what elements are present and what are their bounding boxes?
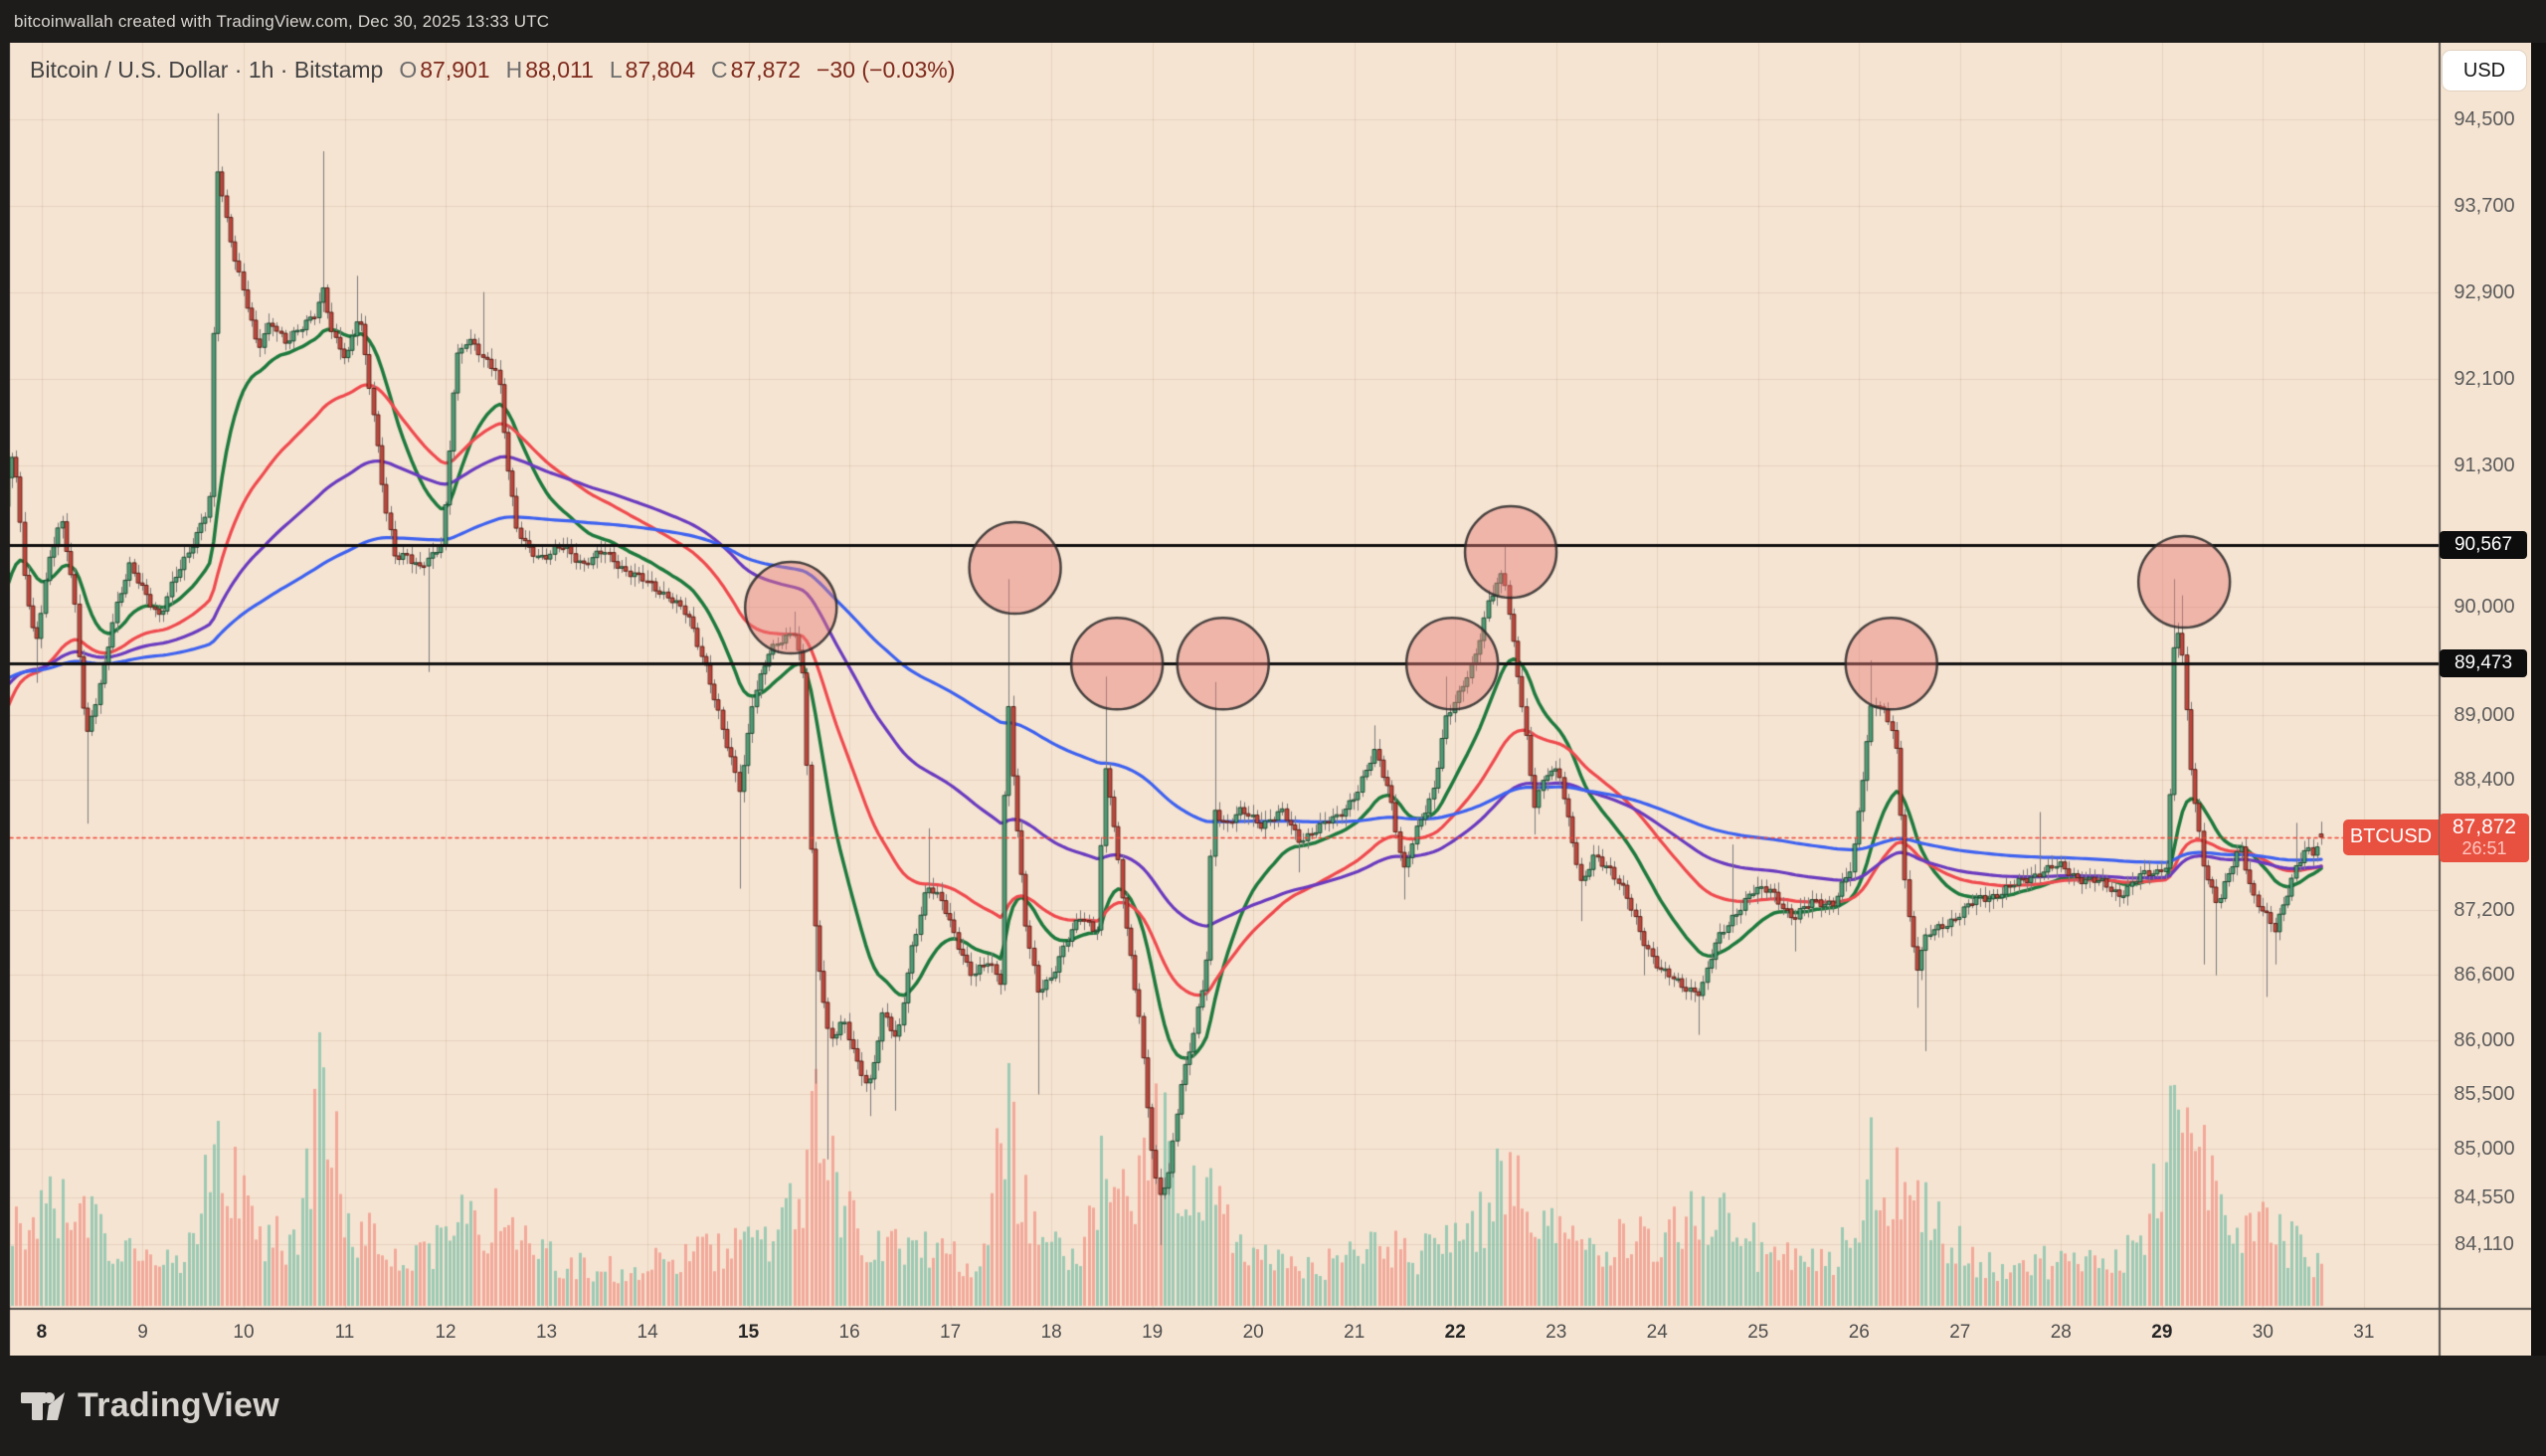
watermark-text: bitcoinwallah created with TradingView.c… [14, 11, 550, 31]
watermark-bar: bitcoinwallah created with TradingView.c… [0, 0, 2546, 43]
tradingview-wordmark: TradingView [78, 1386, 279, 1424]
currency-toggle-button[interactable]: USD [2443, 51, 2526, 91]
tradingview-logo-icon [20, 1383, 66, 1429]
footer-bar: TradingView [0, 1356, 2546, 1456]
price-chart-canvas[interactable] [0, 43, 2531, 1356]
tradingview-logo[interactable]: TradingView [20, 1383, 279, 1429]
